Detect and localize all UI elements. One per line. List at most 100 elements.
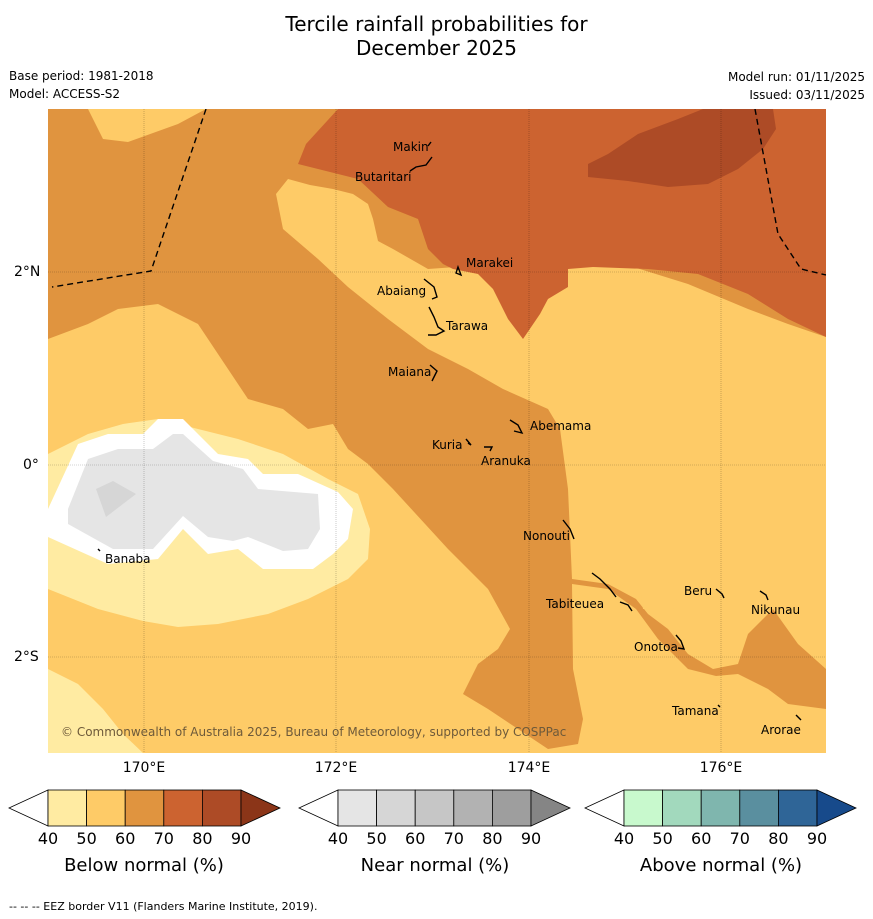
place-label-beru: Beru	[684, 584, 712, 598]
colorbars	[8, 789, 857, 827]
cb-below-tick: 90	[230, 829, 252, 848]
cb-below-5	[201, 789, 242, 827]
cb-below-2	[86, 789, 126, 827]
island-banaba	[97, 548, 101, 552]
lon-label-174e: 174°E	[507, 760, 551, 776]
cb-near-5	[491, 789, 532, 827]
cb-near-tick: 50	[366, 829, 387, 848]
cb-below-tick: 70	[153, 829, 174, 848]
cb-above-4	[739, 789, 779, 827]
place-label-abemama: Abemama	[530, 419, 591, 433]
cb-near-tick: 80	[482, 829, 503, 848]
cb-near-tick: 70	[443, 829, 464, 848]
colorbar-near-normal	[298, 789, 571, 827]
island-maiana	[429, 364, 438, 382]
issued-date: Issued: 03/11/2025	[749, 88, 865, 102]
probability-map: Makin Butaritari Marakei Abaiang Tarawa …	[48, 109, 826, 753]
island-abaiang	[423, 278, 438, 300]
cb-below-4	[163, 789, 203, 827]
cb-below-0	[8, 789, 49, 827]
zone-40-50-southwest	[48, 669, 143, 753]
zone-50-60-beru	[640, 577, 680, 609]
cb-near-2	[376, 789, 416, 827]
island-aranuka	[484, 446, 494, 452]
place-label-banaba: Banaba	[105, 552, 151, 566]
island-arorae	[795, 714, 802, 721]
cb-above-tick: 60	[691, 829, 712, 848]
cb-above-5	[778, 789, 818, 827]
island-beru	[715, 588, 725, 599]
cb-below-1	[47, 789, 87, 827]
place-label-marakei: Marakei	[466, 256, 513, 270]
place-label-onotoa: Onotoa	[634, 640, 678, 654]
place-label-nikunau: Nikunau	[751, 603, 800, 617]
cb-above-0	[584, 789, 625, 827]
place-label-tarawa: Tarawa	[445, 319, 488, 333]
place-label-maiana: Maiana	[388, 365, 431, 379]
graticule	[48, 109, 826, 753]
cb-below-tick: 80	[192, 829, 213, 848]
cb-near-1	[337, 789, 377, 827]
cb-below-tick: 60	[115, 829, 136, 848]
place-label-nonouti: Nonouti	[523, 529, 570, 543]
place-label-tabiteuea: Tabiteuea	[545, 597, 604, 611]
eez-footnote: -- -- -- EEZ border V11 (Flanders Marine…	[9, 900, 318, 913]
cb-near-0	[298, 789, 339, 827]
island-nikunau	[759, 590, 769, 601]
model-name: Model: ACCESS-S2	[9, 87, 121, 101]
lon-label-172e: 172°E	[314, 760, 358, 776]
cb-above-6	[816, 789, 857, 827]
colorbar-label-near: Near normal (%)	[360, 855, 510, 876]
island-onotoa	[675, 634, 686, 650]
lon-label-176e: 176°E	[699, 760, 743, 776]
model-run: Model run: 01/11/2025	[727, 70, 865, 84]
island-tarawa	[428, 306, 446, 336]
zone-60-70	[48, 109, 826, 749]
map-title-line1: Tercile rainfall probabilities for	[285, 12, 588, 36]
zone-80-90	[588, 109, 776, 187]
copyright-notice: © Commonwealth of Australia 2025, Bureau…	[61, 725, 566, 739]
cb-above-2	[662, 789, 702, 827]
island-marakei	[455, 264, 463, 277]
cb-near-3	[414, 789, 455, 827]
cb-above-tick: 50	[652, 829, 673, 848]
cb-below-tick: 40	[37, 829, 59, 848]
cb-near-tick: 40	[327, 829, 349, 848]
islands	[97, 141, 802, 721]
place-label-aranuka: Aranuka	[481, 454, 531, 468]
colorbar-label-below: Below normal (%)	[64, 855, 224, 876]
lat-label-2s: 2°S	[14, 649, 39, 665]
cb-below-tick: 50	[76, 829, 97, 848]
map-title-line2: December 2025	[356, 36, 517, 60]
place-label-butaritari: Butaritari	[355, 170, 412, 184]
island-tamana	[717, 704, 721, 708]
island-tabiteuea	[591, 572, 633, 612]
cb-near-tick: 60	[405, 829, 426, 848]
cb-below-6	[240, 789, 281, 827]
cb-above-tick: 80	[768, 829, 789, 848]
cb-near-4	[453, 789, 493, 827]
colorbar-above-normal	[584, 789, 857, 827]
place-label-makin: Makin	[393, 140, 429, 154]
cb-below-3	[124, 789, 165, 827]
zone-near-normal-core	[96, 481, 136, 517]
island-nonouti	[562, 519, 575, 540]
lat-label-2n: 2°N	[14, 264, 41, 280]
lat-label-0: 0°	[23, 457, 39, 473]
lon-label-170e: 170°E	[122, 760, 166, 776]
island-kuria	[465, 438, 472, 446]
base-period: Base period: 1981-2018	[9, 69, 154, 83]
place-label-tamana: Tamana	[671, 704, 719, 718]
cb-above-1	[623, 789, 663, 827]
cb-above-tick: 90	[806, 829, 828, 848]
cb-above-tick: 40	[613, 829, 635, 848]
zone-near-normal	[68, 434, 320, 551]
eez-border	[51, 109, 826, 288]
place-label-kuria: Kuria	[432, 438, 463, 452]
cb-above-3	[700, 789, 741, 827]
cb-near-6	[530, 789, 571, 827]
colorbar-label-above: Above normal (%)	[639, 855, 803, 876]
island-butaritari	[409, 156, 433, 172]
cb-above-tick: 70	[729, 829, 750, 848]
place-label-abaiang: Abaiang	[377, 284, 426, 298]
